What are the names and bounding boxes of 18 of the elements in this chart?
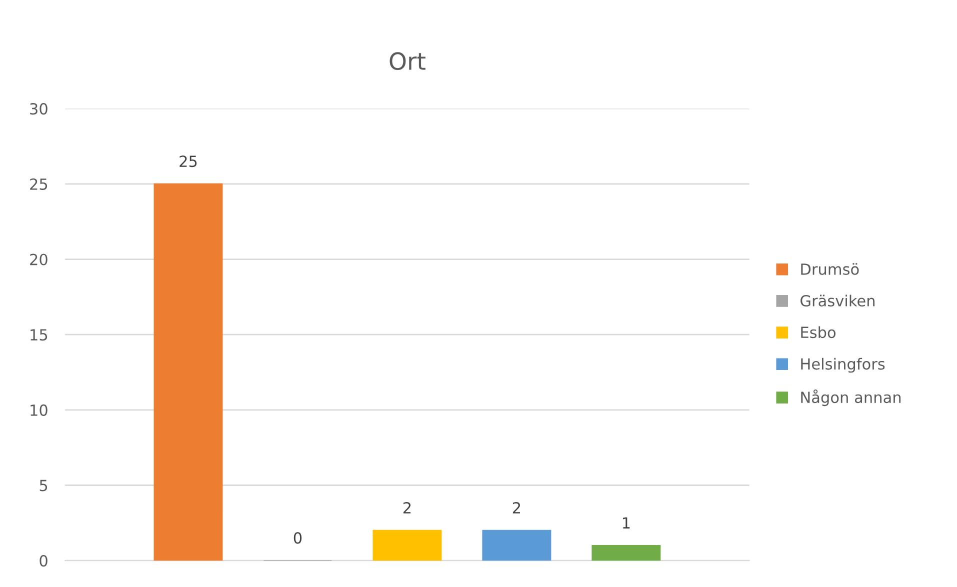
y-tick-label: 20 bbox=[30, 254, 48, 266]
legend-label: Esbo bbox=[801, 326, 836, 338]
legend-label: Någon annan bbox=[801, 389, 901, 406]
y-tick-label: 5 bbox=[40, 480, 48, 492]
legend-label: Helsingfors bbox=[801, 358, 885, 373]
data-label: 1 bbox=[622, 517, 630, 528]
data-label: 0 bbox=[294, 532, 302, 544]
data-label: 2 bbox=[512, 502, 520, 514]
y-tick-label: 10 bbox=[30, 404, 48, 416]
legend-label: Gräsviken bbox=[800, 294, 874, 307]
y-tick-label: 30 bbox=[30, 103, 48, 115]
data-label: 25 bbox=[180, 156, 197, 168]
y-tick-label: 25 bbox=[30, 178, 48, 190]
y-tick-label: 0 bbox=[40, 555, 48, 567]
chart-title: Ort bbox=[390, 52, 426, 70]
y-tick-label: 15 bbox=[30, 329, 48, 341]
data-label: 2 bbox=[403, 502, 411, 514]
legend-label: Drumsö bbox=[801, 263, 859, 275]
